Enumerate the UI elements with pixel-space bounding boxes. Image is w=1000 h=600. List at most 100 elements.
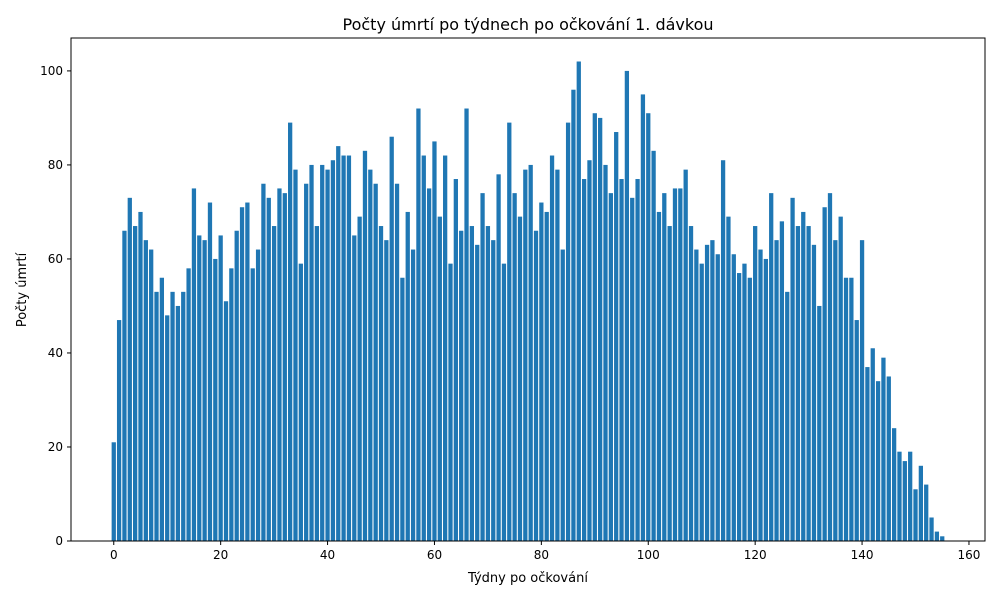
bar-week-100 <box>646 113 651 541</box>
bar-week-20 <box>218 235 223 541</box>
bar-week-108 <box>688 226 694 541</box>
bar-week-4 <box>133 226 138 541</box>
bar-week-29 <box>266 197 271 541</box>
bar-week-99 <box>640 94 646 541</box>
bar-week-59 <box>426 188 432 541</box>
bar-week-31 <box>277 188 282 541</box>
bar-week-1 <box>116 320 122 541</box>
bar-week-13 <box>181 291 186 541</box>
bar-week-65 <box>459 230 464 541</box>
bar-week-28 <box>261 183 266 541</box>
bar-week-121 <box>758 249 763 541</box>
bar-week-71 <box>491 240 496 541</box>
bar-week-90 <box>592 113 597 541</box>
bar-week-53 <box>394 183 400 541</box>
bar-week-61 <box>437 216 442 542</box>
bar-week-149 <box>908 451 913 541</box>
x-tick-label: 0 <box>110 548 118 562</box>
bar-week-97 <box>630 197 635 541</box>
bar-week-17 <box>202 240 207 541</box>
bar-week-67 <box>469 226 475 541</box>
bar-week-19 <box>213 258 218 541</box>
bar-week-147 <box>897 451 902 541</box>
bar-week-118 <box>742 263 747 541</box>
bar-week-32 <box>282 193 287 541</box>
y-axis-ticks: 0 20 40 60 80 100 <box>40 64 71 548</box>
bar-week-141 <box>865 367 870 541</box>
bar-week-91 <box>598 117 603 541</box>
bar-week-123 <box>769 193 774 541</box>
bar-week-26 <box>250 268 255 541</box>
bar-week-87 <box>576 61 581 542</box>
bar-week-11 <box>170 291 175 541</box>
bar-week-0 <box>111 442 116 541</box>
bar-week-10 <box>165 315 170 541</box>
bar-week-48 <box>368 169 373 542</box>
bar-week-98 <box>635 179 640 542</box>
bar-week-84 <box>560 249 565 541</box>
bar-week-95 <box>619 179 624 542</box>
bar-week-63 <box>448 263 453 541</box>
bar-week-153 <box>929 517 934 541</box>
bar-week-69 <box>480 193 485 541</box>
y-axis-label: Počty úmrtí <box>15 252 30 327</box>
bar-week-88 <box>581 179 587 542</box>
bar-week-78 <box>528 164 533 541</box>
bar-week-138 <box>849 277 854 541</box>
bar-week-112 <box>710 240 715 541</box>
bar-week-76 <box>517 216 523 542</box>
bar-week-120 <box>753 226 758 541</box>
bar-week-130 <box>806 226 811 541</box>
bar-week-27 <box>255 249 261 541</box>
bar-week-137 <box>843 277 849 541</box>
bar-week-75 <box>512 193 517 541</box>
bar-week-150 <box>913 489 918 541</box>
bar-week-122 <box>763 258 768 541</box>
bar-week-5 <box>138 211 143 542</box>
bar-week-143 <box>875 381 881 541</box>
bar-week-129 <box>801 211 806 542</box>
bar-week-45 <box>352 235 357 541</box>
bar-week-117 <box>736 273 742 541</box>
bar-week-155 <box>940 536 945 541</box>
y-tick-label: 60 <box>48 252 63 266</box>
bar-week-110 <box>699 263 704 541</box>
bar-week-93 <box>608 193 613 541</box>
bar-week-49 <box>373 183 378 541</box>
bar-week-6 <box>143 240 148 541</box>
bar-week-62 <box>443 155 448 541</box>
bar-week-74 <box>507 122 512 541</box>
bar-week-113 <box>715 254 720 542</box>
chart-title: Počty úmrtí po týdnech po očkování 1. dá… <box>343 15 714 34</box>
bar-week-44 <box>346 155 352 541</box>
bar-week-33 <box>288 122 293 541</box>
bar-week-136 <box>838 216 843 542</box>
bar-week-82 <box>549 155 555 541</box>
bar-week-102 <box>656 211 662 542</box>
bar-week-3 <box>127 197 132 541</box>
bar-week-25 <box>245 202 250 541</box>
bar-week-152 <box>924 484 929 541</box>
bar-week-148 <box>902 461 907 541</box>
bar-week-127 <box>790 197 795 541</box>
bar-week-116 <box>731 254 736 542</box>
y-tick-label: 0 <box>55 534 63 548</box>
y-tick-label: 100 <box>40 64 63 78</box>
bar-week-58 <box>421 155 426 541</box>
bar-week-73 <box>501 263 507 541</box>
bar-week-41 <box>330 160 336 541</box>
bar-week-144 <box>881 357 886 541</box>
bar-week-18 <box>207 202 213 541</box>
bar-week-115 <box>726 216 731 542</box>
bar-week-134 <box>827 193 833 541</box>
bar-week-8 <box>154 291 159 541</box>
bar-week-70 <box>485 226 491 541</box>
bar-week-142 <box>870 348 875 541</box>
bar-week-55 <box>405 211 410 542</box>
bar-week-2 <box>122 230 127 541</box>
bar-week-34 <box>293 169 298 542</box>
bar-week-38 <box>314 226 320 541</box>
bar-week-154 <box>934 531 940 541</box>
bar-week-68 <box>475 244 480 541</box>
